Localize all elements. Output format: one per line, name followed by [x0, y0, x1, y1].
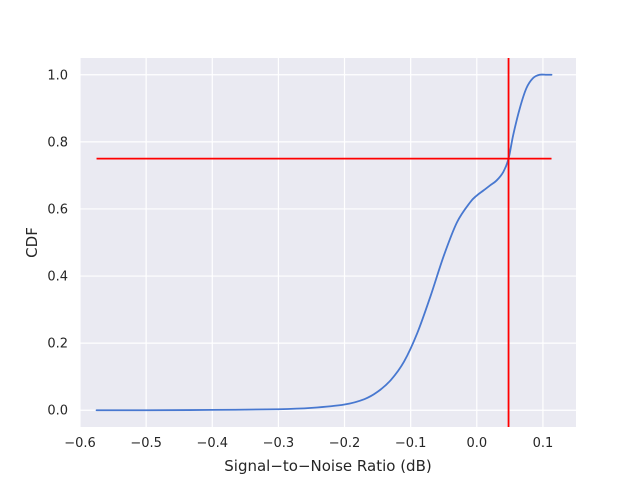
series-layer	[95, 73, 553, 412]
x-tick-label: −0.2	[329, 436, 361, 451]
x-tick-label: −0.5	[130, 436, 162, 451]
x-tick-label: −0.3	[263, 436, 295, 451]
y-tick-label: 1.0	[47, 68, 68, 83]
y-tick-label: 0.6	[47, 202, 68, 217]
x-tick-label: −0.4	[196, 436, 228, 451]
y-tick-label: 0.4	[47, 270, 68, 285]
y-axis-title: CDF	[23, 227, 41, 258]
grid	[79, 58, 576, 427]
x-axis-title: Signal−to−Noise Ratio (dB)	[224, 457, 431, 475]
y-axis-ticks: 0.0 0.2 0.4 0.6 0.8 1.0	[47, 68, 68, 418]
x-tick-label: 0.1	[533, 436, 554, 451]
y-tick-label: 0.2	[47, 337, 68, 352]
reference-lines	[96, 58, 552, 427]
cdf-series-line	[95, 73, 553, 412]
x-tick-label: 0.0	[466, 436, 487, 451]
y-tick-label: 0.0	[47, 404, 68, 419]
x-axis-ticks: −0.6 −0.5 −0.4 −0.3 −0.2 −0.1 0.0 0.1	[64, 436, 553, 451]
x-tick-label: −0.6	[64, 436, 96, 451]
x-tick-label: −0.1	[395, 436, 427, 451]
plot-area	[80, 58, 576, 427]
y-tick-label: 0.8	[47, 135, 68, 150]
